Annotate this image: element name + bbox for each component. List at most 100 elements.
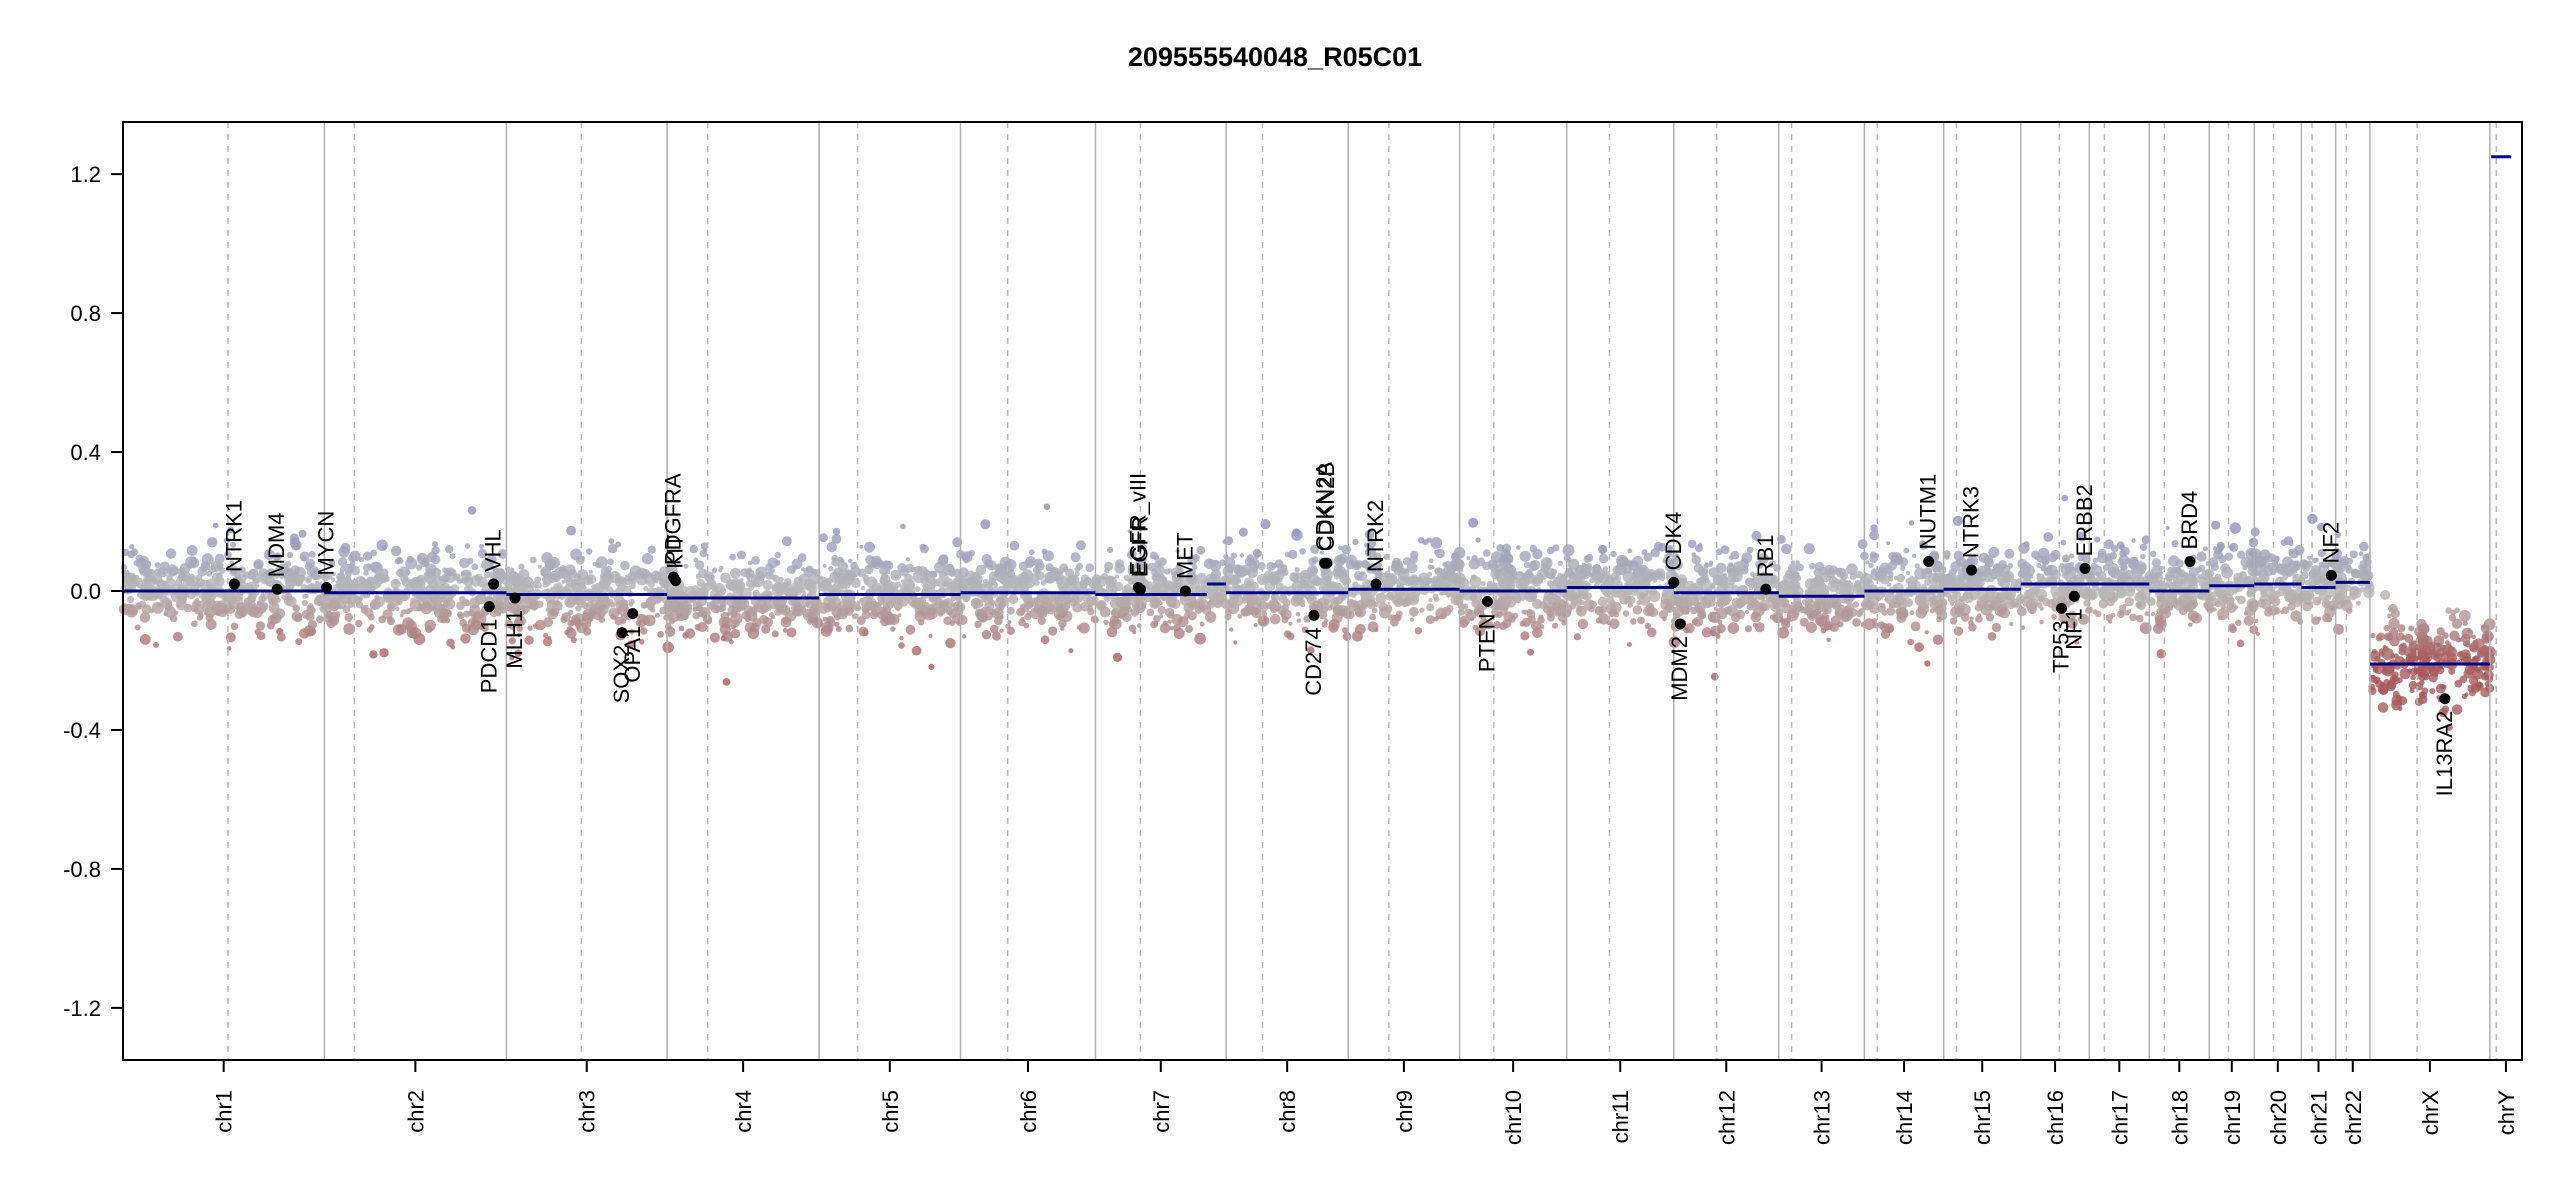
probe-point	[1328, 619, 1340, 631]
probe-point	[1407, 578, 1414, 585]
probe-point	[547, 636, 552, 640]
probe-point	[1655, 570, 1663, 578]
probe-point	[774, 608, 782, 616]
probe-point	[1068, 598, 1077, 607]
probe-point	[2141, 535, 2151, 545]
probe-point	[861, 629, 869, 637]
probe-point	[2242, 565, 2248, 571]
probe-point	[567, 609, 574, 616]
probe-point	[1751, 579, 1758, 586]
probe-point	[962, 634, 967, 639]
probe-point	[1908, 591, 1914, 597]
probe-point	[1070, 552, 1081, 563]
probe-point	[1664, 581, 1670, 588]
probe-point	[1700, 575, 1710, 585]
probe-point	[1434, 567, 1440, 574]
probe-point	[331, 571, 336, 577]
probe-point	[1519, 550, 1531, 562]
probe-point	[2448, 667, 2456, 675]
probe-point	[2131, 538, 2136, 543]
probe-point	[1691, 555, 1701, 565]
probe-point	[2023, 541, 2030, 548]
probe-point	[628, 598, 635, 605]
probe-point	[1373, 601, 1379, 608]
probe-point	[1301, 626, 1309, 633]
probe-point	[744, 614, 752, 622]
probe-point	[2139, 543, 2148, 551]
probe-point	[2129, 613, 2137, 622]
probe-point	[740, 568, 750, 578]
probe-point	[1804, 578, 1817, 590]
probe-point	[1750, 611, 1762, 623]
probe-point	[130, 576, 139, 585]
probe-point	[2181, 572, 2191, 582]
probe-point	[2116, 541, 2125, 549]
probe-point	[958, 615, 968, 625]
probe-point	[2132, 556, 2139, 563]
probe-point	[2467, 628, 2472, 633]
probe-point	[1377, 562, 1383, 568]
probe-point	[2389, 627, 2399, 637]
probe-point	[1409, 617, 1414, 622]
probe-point	[1338, 545, 1343, 550]
probe-point	[2314, 587, 2322, 595]
probe-point	[1534, 573, 1544, 584]
probe-point	[1024, 613, 1032, 621]
probe-point	[2111, 545, 2119, 553]
probe-point	[2469, 644, 2477, 652]
probe-point	[1690, 606, 1698, 615]
probe-point	[736, 550, 746, 560]
probe-point	[2165, 525, 2170, 531]
probe-point	[1295, 611, 1301, 617]
probe-point	[993, 571, 999, 577]
probe-point	[1532, 548, 1543, 560]
probe-point	[236, 573, 247, 584]
probe-point	[480, 623, 489, 633]
probe-point	[941, 580, 948, 587]
probe-point	[2297, 618, 2304, 625]
probe-point	[2077, 613, 2090, 625]
probe-point	[142, 560, 152, 569]
probe-point	[2233, 605, 2239, 610]
probe-point	[2377, 702, 2389, 713]
probe-point	[228, 597, 237, 606]
probe-point	[1826, 637, 1831, 642]
probe-point	[2119, 562, 2127, 570]
probe-point	[819, 533, 828, 543]
probe-point	[1668, 547, 1673, 552]
probe-point	[2280, 539, 2287, 546]
probe-point	[2004, 548, 2015, 559]
probe-point	[859, 544, 864, 549]
probe-point	[1318, 581, 1331, 594]
probe-point	[2214, 600, 2222, 608]
probe-point	[518, 563, 525, 570]
probe-point	[127, 595, 135, 604]
probe-point	[1806, 622, 1817, 633]
probe-point	[168, 566, 179, 577]
probe-point	[2190, 612, 2202, 624]
probe-point	[2404, 633, 2414, 643]
probe-point	[266, 621, 275, 630]
probe-point	[1896, 573, 1906, 583]
probe-point	[598, 616, 606, 623]
probe-point	[431, 541, 439, 548]
probe-point	[1597, 596, 1608, 607]
probe-point	[861, 610, 871, 620]
probe-point	[1025, 600, 1034, 609]
probe-point	[317, 600, 323, 606]
probe-point	[1309, 566, 1318, 574]
probe-point	[786, 627, 797, 638]
probe-point	[369, 650, 378, 659]
probe-point	[326, 573, 333, 580]
probe-point	[1880, 629, 1891, 639]
probe-point	[456, 601, 465, 610]
probe-point	[1162, 620, 1168, 626]
probe-point	[804, 583, 812, 591]
probe-point	[214, 607, 223, 616]
probe-point	[254, 583, 260, 588]
probe-point	[607, 558, 614, 565]
probe-point	[1568, 592, 1580, 603]
probe-point	[1553, 595, 1561, 603]
probe-point	[1352, 600, 1359, 607]
probe-point	[2302, 601, 2313, 612]
